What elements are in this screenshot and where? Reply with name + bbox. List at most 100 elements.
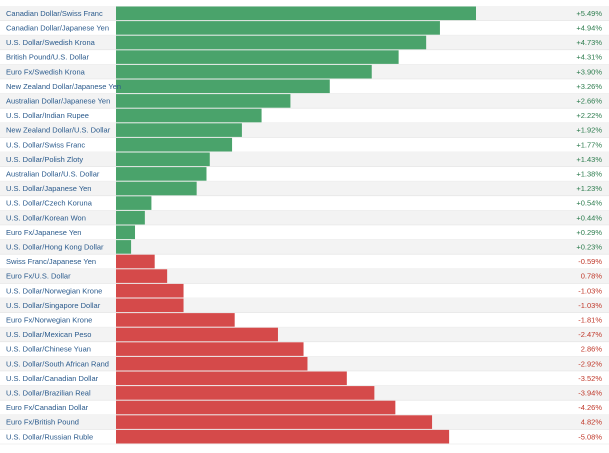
bar — [116, 415, 433, 429]
value-label: +0.23% — [576, 243, 602, 252]
bar — [116, 210, 145, 225]
bar-row: Australian Dollar/Japanese Yen +2.66% — [0, 93, 609, 109]
bar-row: U.S. Dollar/Mexican Peso -2.47% — [0, 327, 609, 343]
bar-row: U.S. Dollar/Singapore Dollar -1.03% — [0, 298, 609, 313]
category-label: U.S. Dollar/Swiss Franc — [6, 140, 85, 149]
value-label: +0.54% — [576, 199, 602, 208]
bar-row: U.S. Dollar/Swiss Franc +1.77% — [0, 137, 609, 153]
bar — [116, 181, 197, 196]
category-label: Swiss Franc/Japanese Yen — [6, 257, 96, 266]
bar-row: U.S. Dollar/South African Rand -2.92% — [0, 356, 609, 372]
bar — [116, 64, 372, 79]
bar-row: New Zealand Dollar/U.S. Dollar +1.92% — [0, 122, 609, 138]
row-background — [0, 210, 609, 225]
value-label: 4.82% — [581, 418, 603, 427]
category-label: U.S. Dollar/Mexican Peso — [6, 330, 91, 339]
value-label: 2.86% — [581, 345, 603, 354]
row-background — [0, 152, 609, 167]
value-label: +4.31% — [576, 53, 602, 62]
bar-row: Canadian Dollar/Japanese Yen +4.94% — [0, 21, 609, 36]
category-label: New Zealand Dollar/U.S. Dollar — [6, 126, 111, 135]
bar — [116, 327, 278, 342]
bar-row: Euro Fx/U.S. Dollar 0.78% — [0, 268, 609, 284]
category-label: U.S. Dollar/Hong Kong Dollar — [6, 243, 104, 252]
category-label: U.S. Dollar/Polish Zloty — [6, 155, 83, 164]
category-label: U.S. Dollar/South African Rand — [6, 359, 109, 368]
bar-row: U.S. Dollar/Japanese Yen +1.23% — [0, 181, 609, 197]
bar — [116, 342, 304, 356]
value-label: -3.94% — [578, 389, 602, 398]
bar-row: U.S. Dollar/Brazilian Real -3.94% — [0, 385, 609, 401]
bar-row: U.S. Dollar/Russian Ruble -5.08% — [0, 429, 609, 445]
bar-row: Euro Fx/Canadian Dollar -4.26% — [0, 400, 609, 416]
value-label: -1.81% — [578, 316, 602, 325]
value-label: +0.29% — [576, 228, 602, 237]
category-label: Canadian Dollar/Swiss Franc — [6, 9, 103, 18]
category-label: U.S. Dollar/Russian Ruble — [6, 432, 93, 441]
category-label: U.S. Dollar/Brazilian Real — [6, 389, 91, 398]
category-label: Euro Fx/Japanese Yen — [6, 228, 81, 237]
bar — [116, 356, 308, 371]
bar — [116, 94, 291, 108]
bar-row: Euro Fx/British Pound 4.82% — [0, 414, 609, 430]
category-label: U.S. Dollar/Japanese Yen — [6, 184, 91, 193]
chart-rows: Canadian Dollar/Swiss Franc +5.49%Canadia… — [0, 6, 609, 445]
bar-row: U.S. Dollar/Swedish Krona +4.73% — [0, 35, 609, 51]
value-label: +1.23% — [576, 184, 602, 193]
value-label: -1.03% — [578, 286, 602, 295]
value-label: +5.49% — [576, 9, 602, 18]
value-label: -5.08% — [578, 432, 602, 441]
bar-row: New Zealand Dollar/Japanese Yen +3.26% — [0, 79, 609, 94]
bar — [116, 21, 440, 35]
value-label: 0.78% — [581, 272, 603, 281]
category-label: Canadian Dollar/Japanese Yen — [6, 24, 109, 33]
value-label: +1.38% — [576, 170, 602, 179]
bar — [116, 283, 184, 298]
bar — [116, 79, 330, 94]
bar-row: Euro Fx/Norwegian Krone -1.81% — [0, 313, 609, 328]
category-label: U.S. Dollar/Korean Won — [6, 213, 86, 222]
value-label: +4.73% — [576, 38, 602, 47]
bar — [116, 108, 262, 123]
value-label: +1.43% — [576, 155, 602, 164]
category-label: New Zealand Dollar/Japanese Yen — [6, 82, 121, 91]
bar — [116, 6, 476, 21]
value-label: +3.26% — [576, 82, 602, 91]
bar-row: U.S. Dollar/Chinese Yuan 2.86% — [0, 342, 609, 357]
bar-row: Canadian Dollar/Swiss Franc +5.49% — [0, 6, 609, 21]
category-label: Euro Fx/Norwegian Krone — [6, 316, 92, 325]
bar-row: U.S. Dollar/Korean Won +0.44% — [0, 210, 609, 226]
bar — [116, 371, 347, 386]
category-label: U.S. Dollar/Czech Koruna — [6, 199, 93, 208]
value-label: +2.22% — [576, 111, 602, 120]
bar — [116, 269, 168, 283]
bar — [116, 137, 233, 152]
category-label: Euro Fx/Swedish Krona — [6, 67, 86, 76]
category-label: U.S. Dollar/Swedish Krona — [6, 38, 96, 47]
category-label: U.S. Dollar/Singapore Dollar — [6, 301, 101, 310]
value-label: -2.92% — [578, 359, 602, 368]
value-label: -2.47% — [578, 330, 602, 339]
bar-row: U.S. Dollar/Czech Koruna +0.54% — [0, 196, 609, 211]
bar-row: Euro Fx/Swedish Krona +3.90% — [0, 64, 609, 80]
bar — [116, 429, 450, 444]
value-label: -4.26% — [578, 403, 602, 412]
bar — [116, 254, 155, 269]
value-label: -1.03% — [578, 301, 602, 310]
bar — [116, 298, 184, 313]
bar-row: Australian Dollar/U.S. Dollar +1.38% — [0, 167, 609, 182]
bar — [116, 240, 132, 254]
bar — [116, 196, 152, 210]
bar — [116, 313, 235, 327]
category-label: Australian Dollar/Japanese Yen — [6, 97, 110, 106]
value-label: -3.52% — [578, 374, 602, 383]
bar-row: Euro Fx/Japanese Yen +0.29% — [0, 225, 609, 240]
category-label: U.S. Dollar/Norwegian Krone — [6, 286, 102, 295]
bar — [116, 152, 210, 167]
category-label: British Pound/U.S. Dollar — [6, 53, 89, 62]
bar — [116, 400, 396, 415]
bar — [116, 50, 399, 64]
bar-row: U.S. Dollar/Canadian Dollar -3.52% — [0, 371, 609, 386]
value-label: +0.44% — [576, 213, 602, 222]
